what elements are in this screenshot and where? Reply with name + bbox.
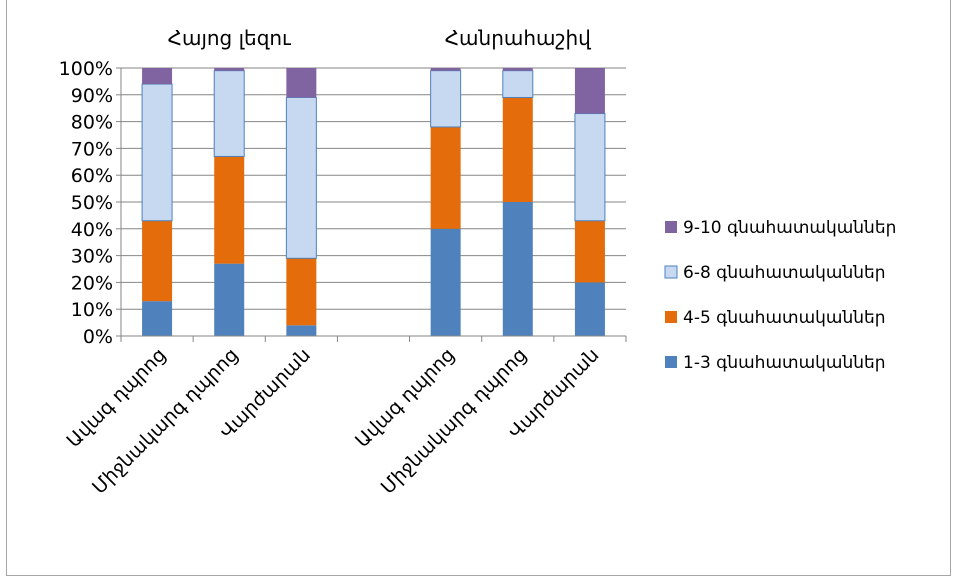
- bar-segment: [214, 263, 245, 336]
- group-title: Հայոց լեզու: [168, 26, 291, 50]
- chart-frame: 0% 10% 20% 30% 40% 50% 60% 70% 80% 90% 100% Ավագ դպ…: [6, 0, 951, 576]
- y-tick-label: 90%: [71, 85, 113, 107]
- legend-swatch: [665, 221, 677, 233]
- y-tick-label: 100%: [59, 58, 113, 80]
- bar-segment: [574, 113, 606, 222]
- bar-segment: [142, 220, 173, 302]
- legend-label: 4-5 գնահատականներ: [683, 308, 886, 328]
- bar-segment: [502, 97, 533, 202]
- bar-segment: [502, 68, 533, 71]
- bar-segment: [286, 325, 317, 336]
- group-title: Հանրահաշիվ: [445, 26, 591, 50]
- bar-segment: [213, 70, 245, 157]
- bar-segment: [502, 70, 534, 98]
- legend-label: 9-10 գնահատականներ: [683, 218, 896, 238]
- bar-segment: [286, 68, 317, 98]
- bar-segment: [430, 70, 462, 128]
- stacked-bar-chart: 0%10%20%30%40%50%60%70%80%90%100%Ավագ դպ…: [59, 26, 897, 499]
- bar-segment: [142, 301, 173, 336]
- y-tick-label: 70%: [71, 138, 113, 160]
- legend-label: 6-8 գնահատականներ: [683, 263, 886, 283]
- y-tick-label: 10%: [71, 299, 113, 321]
- bar-segment: [574, 68, 605, 114]
- y-tick-label: 50%: [71, 192, 113, 214]
- y-tick-label: 40%: [71, 219, 113, 241]
- bar-segment: [141, 83, 173, 222]
- category-label: Միջնակարգ դպրոց: [88, 344, 243, 499]
- bar-segment: [574, 282, 605, 336]
- bar-segment: [285, 96, 317, 259]
- y-tick-label: 0%: [83, 326, 113, 348]
- bar-segment: [142, 68, 173, 85]
- y-tick-label: 30%: [71, 246, 113, 268]
- legend-label: 1-3 գնահատականներ: [683, 353, 886, 373]
- legend-swatch: [665, 356, 677, 368]
- bar-segment: [430, 126, 461, 229]
- y-tick-label: 60%: [71, 165, 113, 187]
- bar-segment: [574, 220, 605, 283]
- bar-segment: [430, 228, 461, 336]
- legend-swatch: [665, 311, 677, 323]
- bar-segment: [286, 258, 317, 326]
- bar-segment: [502, 202, 533, 336]
- y-tick-label: 80%: [71, 112, 113, 134]
- y-tick-label: 20%: [71, 272, 113, 294]
- legend-swatch: [664, 265, 678, 279]
- bar-segment: [214, 156, 245, 264]
- bar-segment: [430, 68, 461, 71]
- bar-segment: [214, 68, 245, 71]
- category-label: Միջնակարգ դպրոց: [377, 344, 532, 499]
